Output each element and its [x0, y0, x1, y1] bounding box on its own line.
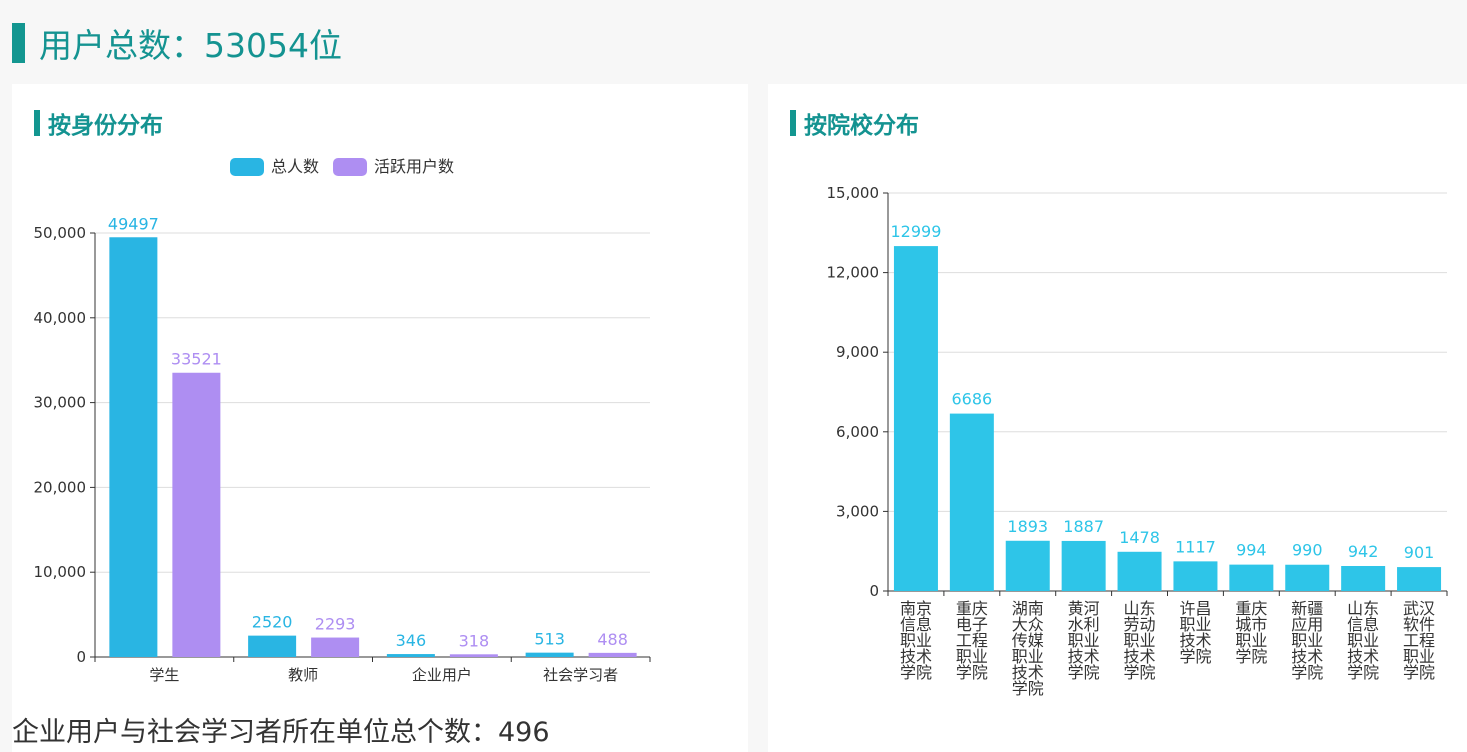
x-tick-label: 社会学习者 — [543, 666, 618, 684]
y-tick-label: 50,000 — [34, 224, 87, 242]
data-label: 990 — [1292, 541, 1323, 560]
title-accent-bar — [34, 110, 40, 136]
data-label: 513 — [534, 630, 565, 649]
x-tick-label: 武汉软件工程职业学院 — [1403, 599, 1435, 682]
legend-label: 总人数 — [271, 157, 319, 176]
x-tick-label: 山东信息职业技术学院 — [1347, 599, 1379, 682]
data-label: 33521 — [171, 350, 222, 369]
y-tick-label: 10,000 — [34, 563, 87, 581]
y-tick-label: 30,000 — [34, 394, 87, 412]
legend-swatch — [333, 158, 368, 176]
x-tick-label: 黄河水利职业技术学院 — [1068, 599, 1100, 682]
bar — [311, 637, 360, 657]
bar — [1061, 540, 1106, 591]
data-label: 1478 — [1119, 528, 1160, 547]
y-tick-label: 9,000 — [836, 343, 879, 361]
y-tick-label: 3,000 — [836, 502, 879, 520]
x-tick-label: 学生 — [149, 666, 179, 684]
data-label: 1893 — [1007, 517, 1048, 536]
bar — [248, 635, 297, 657]
page-title-text: 用户总数：53054位 — [39, 26, 342, 65]
unit-count-text: 企业用户与社会学习者所在单位总个数：496 — [12, 717, 550, 748]
bar — [525, 652, 574, 657]
data-label: 942 — [1348, 542, 1379, 561]
bar — [588, 652, 637, 657]
bar — [172, 372, 221, 657]
y-tick-label: 15,000 — [827, 184, 880, 202]
title-accent-bar — [12, 23, 25, 63]
x-tick-label: 重庆电子工程职业学院 — [956, 599, 988, 682]
x-tick-label: 山东劳动职业技术学院 — [1124, 599, 1156, 682]
data-label: 488 — [597, 630, 628, 649]
data-label: 994 — [1236, 541, 1267, 560]
school-chart-card: 按院校分布 0 3,000 6,000 9,000 12,000 15,000 12999 南… — [768, 84, 1467, 752]
card-title: 按院校分布 — [790, 106, 919, 140]
x-tick-label: 新疆应用职业技术学院 — [1291, 599, 1323, 682]
identity-bar-chart: 0 10,000 20,000 30,000 40,000 50,000 总人数 活跃用户数 4… — [34, 157, 651, 684]
bar — [1005, 540, 1050, 591]
x-tick-label: 许昌职业技术学院 — [1179, 599, 1211, 666]
data-label: 49497 — [108, 214, 159, 233]
data-label: 2293 — [315, 615, 356, 634]
card-title-text: 按院校分布 — [804, 113, 919, 139]
data-label: 2520 — [252, 613, 293, 632]
data-label: 1117 — [1175, 537, 1216, 556]
y-tick-label: 40,000 — [34, 309, 87, 327]
data-label: 12999 — [890, 222, 941, 241]
data-label: 346 — [396, 631, 427, 650]
identity-chart-card: 按身份分布 0 10,000 20,000 30,000 40,000 50,000 总人数… — [12, 84, 748, 752]
x-tick-label: 湖南大众传媒职业技术学院 — [1012, 599, 1044, 698]
legend-swatch — [230, 158, 264, 176]
bar — [1397, 567, 1442, 591]
bar — [1229, 564, 1274, 591]
bar — [109, 237, 158, 657]
data-label: 901 — [1404, 543, 1435, 562]
bar — [1117, 551, 1162, 591]
bar — [449, 654, 498, 657]
page-title: 用户总数：53054位 — [12, 22, 342, 65]
data-label: 6686 — [951, 390, 992, 409]
y-tick-label: 6,000 — [836, 423, 879, 441]
bar — [949, 413, 994, 591]
y-tick-label: 20,000 — [34, 478, 87, 496]
bar — [893, 246, 938, 591]
bar — [1341, 566, 1386, 591]
data-label: 318 — [459, 631, 490, 650]
x-tick-label: 重庆城市职业学院 — [1235, 599, 1267, 666]
card-title-text: 按身份分布 — [48, 113, 163, 139]
y-tick-label: 12,000 — [827, 264, 880, 282]
bar — [1285, 564, 1330, 591]
data-label: 1887 — [1063, 517, 1104, 536]
y-tick-label: 0 — [869, 582, 879, 600]
y-tick-label: 0 — [76, 648, 86, 666]
x-tick-label: 企业用户 — [412, 666, 472, 684]
legend-label: 活跃用户数 — [374, 157, 454, 176]
x-tick-label: 南京信息职业技术学院 — [900, 599, 932, 682]
x-tick-label: 教师 — [288, 666, 318, 684]
bar — [1173, 561, 1218, 591]
school-bar-chart: 0 3,000 6,000 9,000 12,000 15,000 12999 南京信息职业技… — [827, 184, 1448, 698]
title-accent-bar — [790, 110, 796, 136]
bar — [386, 654, 435, 657]
card-title: 按身份分布 — [34, 106, 163, 140]
